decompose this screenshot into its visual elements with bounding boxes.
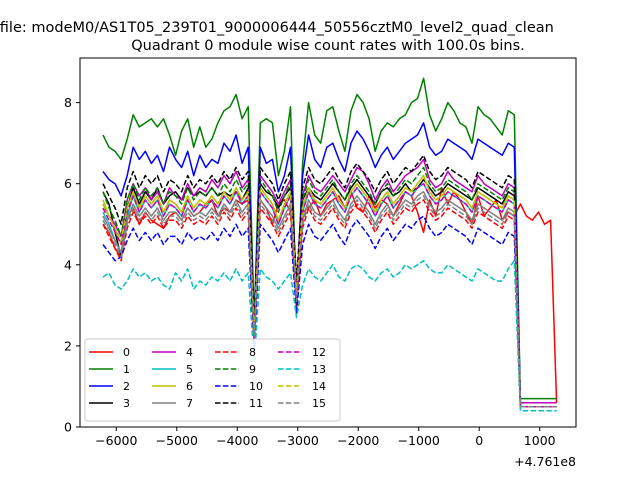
legend-label-9: 9 (249, 363, 256, 376)
x-tick-label: −2000 (337, 433, 379, 448)
legend-box (84, 338, 341, 422)
series-line-14 (102, 174, 557, 408)
x-tick-label: −3000 (277, 433, 319, 448)
series-layer (102, 77, 558, 412)
chart-title: Quadrant 0 module wise count rates with … (131, 38, 525, 54)
series-line-8 (102, 199, 557, 408)
plot-area (102, 77, 558, 412)
series-line-13 (102, 259, 557, 412)
y-tick-label: 8 (64, 95, 72, 110)
series-line-3 (102, 178, 557, 408)
legend-label-13: 13 (312, 363, 326, 376)
legend-label-4: 4 (186, 346, 193, 359)
series-line-7 (102, 191, 557, 408)
legend-label-0: 0 (123, 346, 130, 359)
x-tick-label: −6000 (95, 433, 137, 448)
y-axis: 0 2 4 6 8 (64, 95, 80, 435)
legend-label-1: 1 (123, 363, 130, 376)
series-line-11 (102, 154, 557, 408)
x-tick-label: −4000 (216, 433, 258, 448)
legend-label-7: 7 (186, 397, 193, 410)
axes-frame (79, 57, 577, 428)
series-line-9 (102, 166, 557, 408)
legend-label-14: 14 (312, 380, 326, 393)
x-tick-label: 0 (475, 433, 483, 448)
series-line-12 (102, 182, 557, 408)
legend-label-10: 10 (249, 380, 263, 393)
legend-label-3: 3 (123, 397, 130, 410)
legend-label-8: 8 (249, 346, 256, 359)
x-tick-label: −5000 (156, 433, 198, 448)
x-tick-label: −1000 (398, 433, 440, 448)
legend-label-5: 5 (186, 363, 193, 376)
series-line-4 (102, 158, 557, 404)
y-tick-label: 0 (64, 420, 72, 435)
x-offset-label: +4.761e8 (514, 454, 576, 469)
series-line-1 (102, 77, 557, 400)
legend-label-15: 15 (312, 397, 326, 410)
series-line-2 (102, 122, 557, 404)
series-line-15 (102, 195, 557, 408)
legend-label-12: 12 (312, 346, 326, 359)
y-tick-label: 4 (64, 257, 72, 272)
y-tick-label: 6 (64, 176, 72, 191)
y-tick-label: 2 (64, 338, 72, 353)
figure-suptitle: n file: modeM0/AS1T05_239T01_9000006444_… (0, 20, 554, 36)
x-axis: −6000 −5000 −4000 −3000 −2000 −1000 0 1000 (95, 427, 556, 448)
legend-label-6: 6 (186, 380, 193, 393)
legend-label-11: 11 (249, 397, 263, 410)
legend-label-2: 2 (123, 380, 130, 393)
x-tick-label: 1000 (524, 433, 556, 448)
series-line-10 (102, 215, 557, 408)
